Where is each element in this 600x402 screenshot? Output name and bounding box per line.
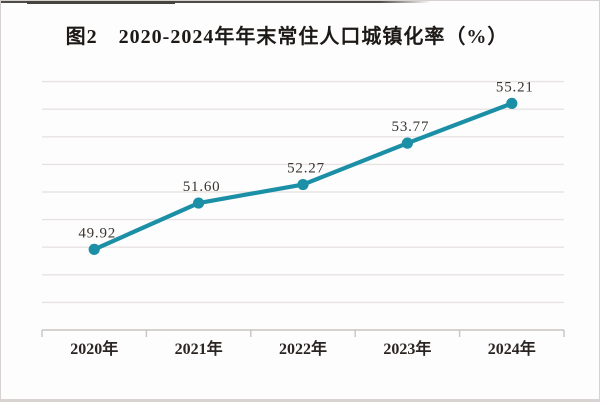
top-edge-line (1, 1, 431, 3)
x-axis-label: 2024年 (488, 339, 536, 358)
x-axis-label: 2023年 (383, 339, 431, 358)
data-label: 51.60 (183, 179, 221, 195)
x-axis-label: 2020年 (70, 339, 118, 358)
data-label: 52.27 (287, 161, 325, 177)
data-point-marker (88, 243, 100, 256)
x-axis-label: 2021年 (175, 339, 223, 358)
data-point-marker (193, 197, 205, 209)
top-edge-line-thick-segment (27, 1, 175, 4)
data-label: 49.92 (78, 225, 116, 241)
data-point-marker (506, 97, 518, 110)
data-point-marker (297, 178, 309, 191)
data-label: 53.77 (392, 119, 430, 135)
data-label: 55.21 (496, 79, 534, 95)
data-point-marker (401, 137, 413, 149)
x-axis-label: 2022年 (279, 339, 327, 358)
chart-title: 图2 2020-2024年年末常住人口城镇化率（%） (65, 26, 509, 48)
